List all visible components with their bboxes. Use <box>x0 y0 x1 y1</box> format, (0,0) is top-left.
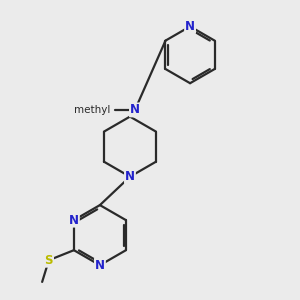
Text: N: N <box>185 20 195 33</box>
Text: S: S <box>45 254 53 267</box>
Text: N: N <box>95 259 105 272</box>
Text: N: N <box>125 170 135 183</box>
Text: N: N <box>69 214 79 226</box>
Text: N: N <box>130 103 140 116</box>
Text: methyl: methyl <box>74 105 110 115</box>
